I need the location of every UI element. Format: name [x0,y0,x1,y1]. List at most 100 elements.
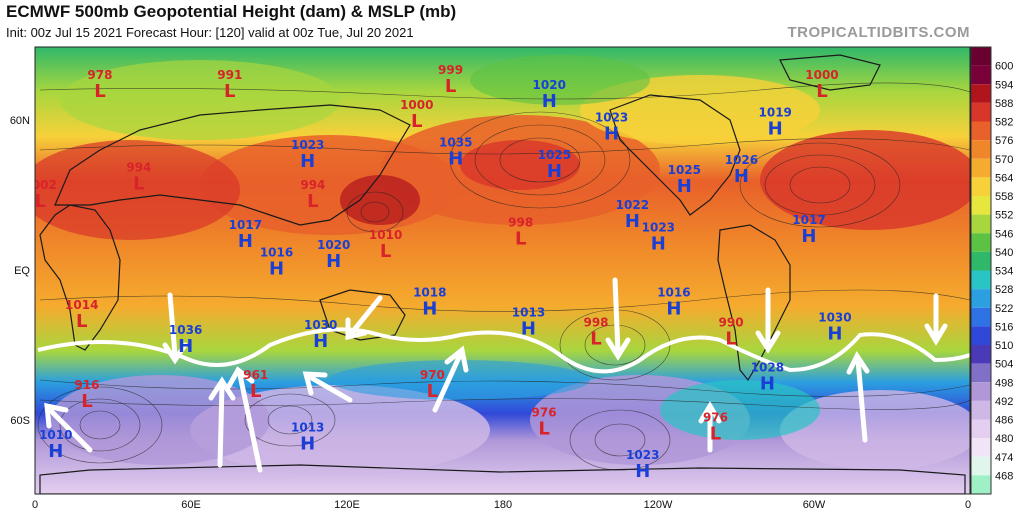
center-pressure-value: 1014 [65,298,98,312]
center-pressure-value: 1016 [260,246,293,260]
colorbar-swatch [971,102,991,122]
colorbar-level-label: 522 [995,303,1013,315]
colorbar-level-label: 504 [995,359,1013,371]
colorbar-swatch [971,158,991,178]
center-type-letter: H [238,231,253,252]
center-pressure-value: 994 [300,178,325,192]
center-pressure-value: 1017 [792,213,825,227]
colorbar-level-label: 498 [995,377,1013,389]
colorbar-level-label: 480 [995,433,1013,445]
colorbar-level-label: 582 [995,117,1013,129]
colorbar-swatch [971,382,991,401]
colorbar-level-label: 594 [995,79,1013,91]
center-type-letter: H [422,299,437,320]
colorbar-swatch [971,363,991,383]
center-type-letter: L [34,191,45,212]
center-pressure-value: 1022 [616,198,649,212]
colorbar-level-label: 588 [995,98,1013,110]
center-pressure-value: 978 [87,68,112,82]
center-type-letter: H [178,336,193,357]
colorbar-level-label: 516 [995,321,1013,333]
colorbar-level-label: 576 [995,135,1013,147]
colorbar-swatch [971,251,991,271]
colorbar-level-label: 600 [995,61,1013,73]
center-type-letter: H [677,176,692,197]
center-type-letter: H [801,226,816,247]
center-type-letter: L [725,329,736,350]
colorbar-swatch [971,84,991,103]
longitude-axis: 0 60E 120E 180 120W 60W 0 [32,499,971,511]
center-pressure-value: 1002 [23,178,56,192]
colorbar-level-label: 552 [995,210,1013,222]
center-type-letter: L [76,311,87,332]
center-pressure-value: 1025 [538,148,571,162]
colorbar-level-label: 486 [995,415,1013,427]
colorbar-swatch [971,456,991,476]
center-type-letter: H [542,91,557,112]
continents [39,54,966,494]
colorbar-swatch [971,307,991,327]
pressure-centers: 978L991L999L1000L1000L1020H1023H1019H102… [23,63,852,482]
colorbar-level-label: 540 [995,247,1013,259]
center-type-letter: L [94,81,105,102]
center-type-letter: H [635,461,650,482]
center-type-letter: L [515,229,526,250]
center-type-letter: L [427,381,438,402]
center-type-letter: L [816,81,827,102]
lat-tick-label: 60S [10,415,30,427]
center-pressure-value: 1023 [626,448,659,462]
colorbar-swatch [971,140,991,159]
colorbar-level-label: 474 [995,452,1013,464]
center-type-letter: H [300,434,315,455]
center-pressure-value: 1035 [439,136,472,150]
center-pressure-value: 1023 [291,138,324,152]
center-pressure-value: 999 [438,63,463,77]
center-pressure-value: 916 [74,378,99,392]
center-pressure-value: 1028 [751,361,784,375]
lon-tick-label: 120W [644,499,673,511]
center-pressure-value: 1010 [39,428,72,442]
height-contour-boundary [37,327,970,374]
center-type-letter: L [538,419,549,440]
center-pressure-value: 1023 [642,221,675,235]
center-pressure-value: 1000 [400,98,433,112]
colorbar-level-label: 468 [995,470,1013,482]
center-type-letter: L [590,329,601,350]
center-pressure-value: 1016 [657,286,690,300]
colorbar-level-label: 528 [995,284,1013,296]
colorbar-swatch [971,65,991,85]
center-pressure-value: 1013 [291,421,324,435]
colorbar-frame [970,46,992,495]
center-pressure-value: 1023 [595,111,628,125]
center-type-letter: H [827,324,842,345]
colorbar-level-label: 510 [995,340,1013,352]
colorbar-level-label: 492 [995,396,1013,408]
center-type-letter: H [734,166,749,187]
colorbar-level-label: 534 [995,266,1013,278]
center-pressure-value: 1018 [413,286,446,300]
center-pressure-value: 1010 [369,228,402,242]
center-type-letter: H [760,374,775,395]
lon-tick-label: 60W [803,499,826,511]
